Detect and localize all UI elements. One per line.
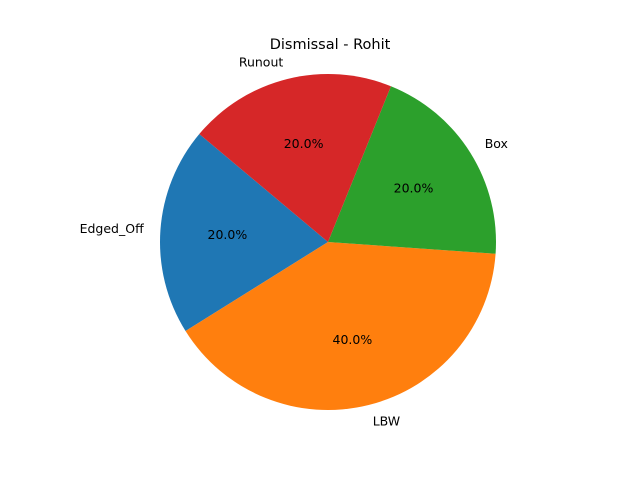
- chart-title: Dismissal - Rohit: [270, 37, 391, 53]
- slice-label-runout: Runout: [239, 55, 284, 70]
- slice-label-box: Box: [485, 136, 508, 151]
- slice-label-lbw: LBW: [373, 413, 400, 428]
- slice-percent-edged-off: 20.0%: [208, 227, 248, 242]
- slice-percent-runout: 20.0%: [284, 136, 324, 151]
- pie-slice-runout: [199, 73, 391, 242]
- slice-percent-box: 20.0%: [394, 181, 434, 196]
- pie-slice-box: [328, 86, 496, 254]
- slice-label-edged-off: Edged_Off: [80, 221, 144, 236]
- slice-percent-lbw: 40.0%: [333, 332, 373, 347]
- pie-slices: [159, 73, 496, 410]
- pie-slice-lbw: [185, 242, 496, 410]
- pie-slice-edged-off: [159, 134, 328, 332]
- pie-labels: Edged_Off 20.0% LBW 40.0% Box 20.0% Runout 20.0…: [80, 55, 508, 429]
